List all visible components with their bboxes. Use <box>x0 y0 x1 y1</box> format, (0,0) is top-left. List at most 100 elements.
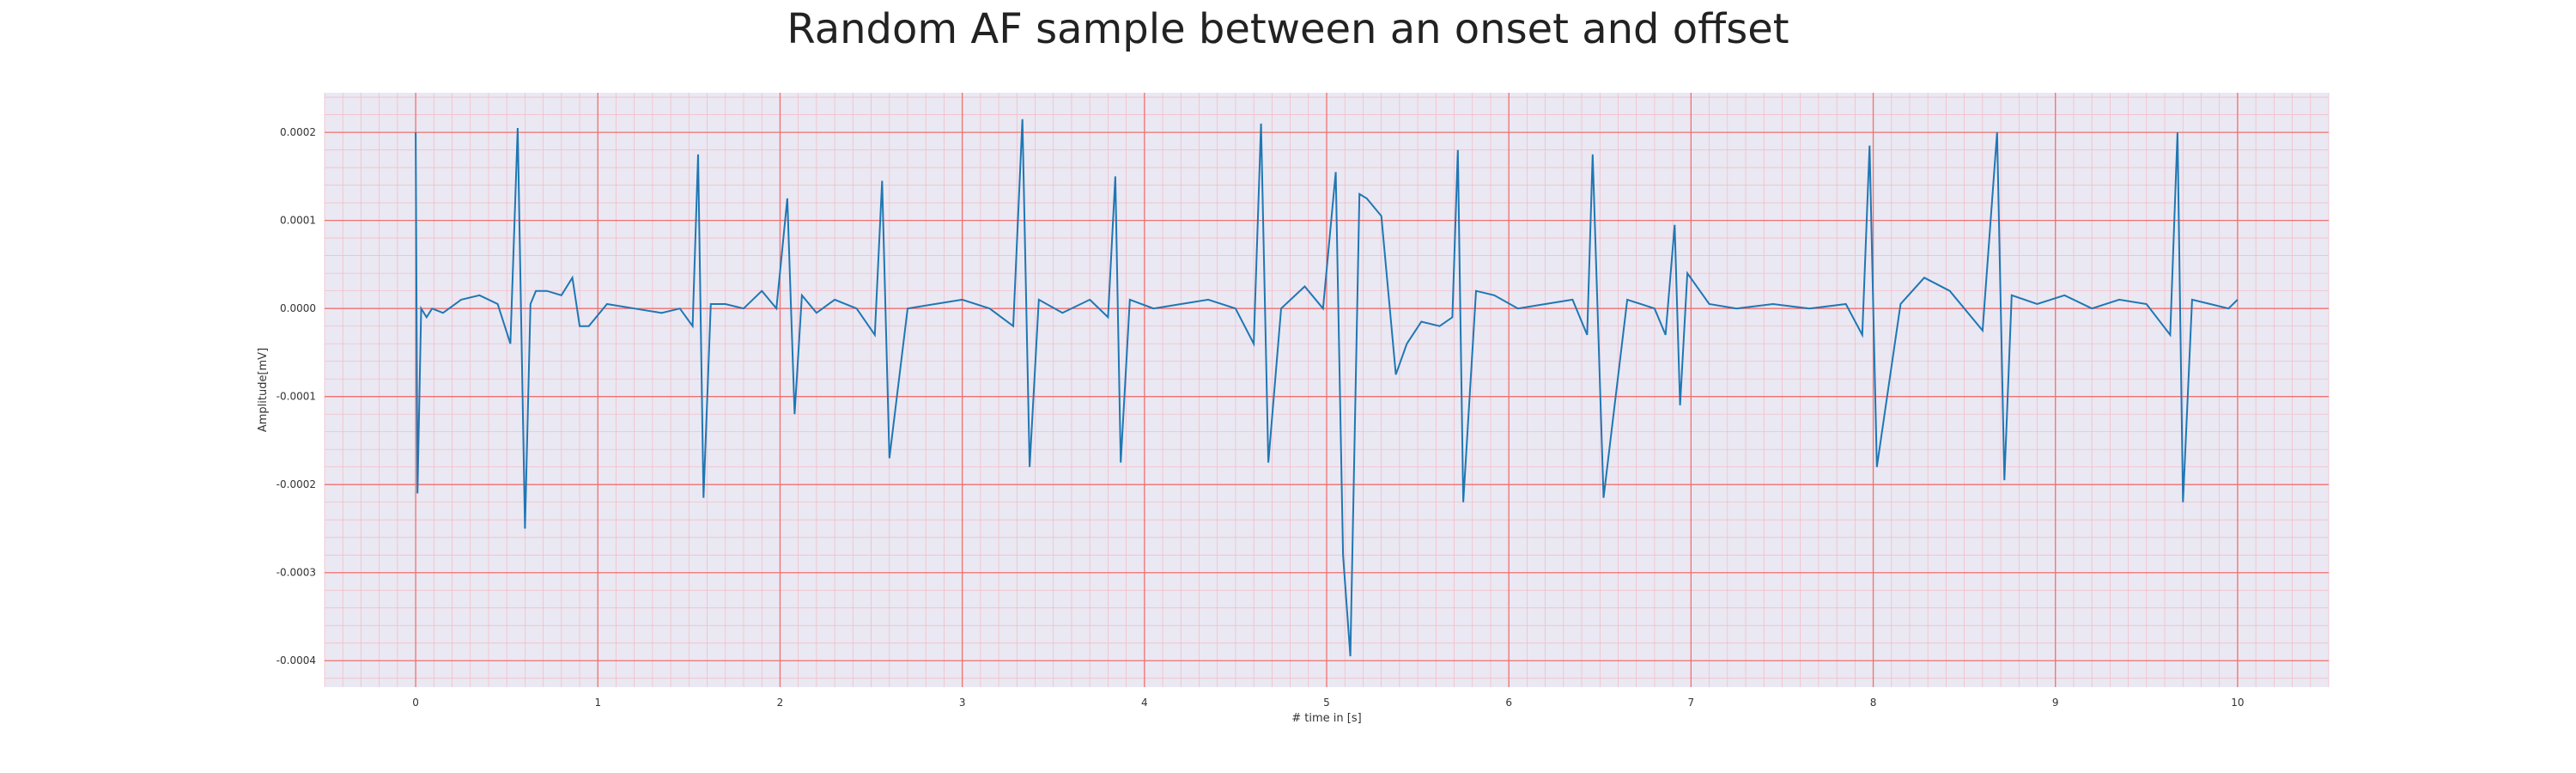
data-point <box>1876 466 1878 468</box>
data-point <box>2118 299 2120 301</box>
data-point <box>1592 154 1594 155</box>
data-point <box>1862 334 1863 336</box>
data-point <box>1686 272 1688 274</box>
data-point <box>572 277 574 278</box>
data-point <box>816 312 817 313</box>
data-point <box>1439 326 1441 327</box>
data-point <box>497 303 499 305</box>
x-tick-label: 1 <box>594 697 601 709</box>
data-point <box>1735 307 1737 309</box>
data-point <box>1322 307 1324 309</box>
data-point <box>1586 334 1588 336</box>
data-point <box>1665 334 1667 336</box>
data-point <box>710 303 712 305</box>
data-point <box>1207 299 1209 301</box>
data-point <box>1674 224 1675 226</box>
series-line <box>415 119 2239 657</box>
data-point <box>478 295 480 296</box>
data-point <box>793 413 795 415</box>
data-point <box>2182 502 2184 503</box>
x-tick-label: 0 <box>412 697 419 709</box>
y-tick-label: 0.0002 <box>280 126 316 138</box>
data-point <box>1457 149 1459 151</box>
data-point <box>442 312 444 313</box>
data-point <box>606 303 608 305</box>
data-point <box>697 154 699 155</box>
data-point <box>2191 299 2193 301</box>
data-point <box>2209 303 2211 305</box>
data-point <box>1808 307 1810 309</box>
y-axis-label: Amplitude[mV] <box>257 348 270 432</box>
data-point <box>588 326 590 327</box>
data-point <box>561 295 562 296</box>
data-point <box>1061 312 1063 313</box>
data-point <box>1350 655 1352 657</box>
data-point <box>1949 290 1951 292</box>
data-point <box>881 180 883 182</box>
data-point <box>634 307 635 309</box>
data-point <box>2177 131 2178 133</box>
data-point <box>1120 462 1121 464</box>
data-point <box>1107 316 1109 318</box>
data-point <box>530 303 532 305</box>
data-point <box>761 290 762 292</box>
data-point <box>579 326 580 327</box>
data-point <box>1395 374 1397 375</box>
x-axis-label: # time in [s] <box>1291 712 1361 725</box>
data-point <box>1899 303 1901 305</box>
data-point <box>1451 316 1453 318</box>
data-point <box>989 307 991 309</box>
data-point <box>1152 307 1154 309</box>
data-point <box>1253 343 1255 344</box>
data-point <box>874 334 876 336</box>
data-point <box>661 312 663 313</box>
x-tick-label: 2 <box>777 697 784 709</box>
data-point <box>2237 299 2239 301</box>
data-point <box>702 497 704 499</box>
data-point <box>1358 193 1360 195</box>
data-point <box>1335 171 1337 173</box>
data-point <box>1868 145 1870 147</box>
chart-title: Random AF sample between an onset and of… <box>787 5 1789 53</box>
data-point <box>1845 303 1847 305</box>
data-point <box>2169 334 2171 336</box>
data-point <box>1923 277 1925 278</box>
data-point <box>834 299 835 301</box>
x-tick-label: 9 <box>2052 697 2059 709</box>
data-point <box>1012 326 1014 327</box>
data-point <box>679 307 681 309</box>
data-point <box>517 127 519 129</box>
data-point <box>1366 198 1368 199</box>
x-tick-label: 4 <box>1141 697 1148 709</box>
x-tick-label: 10 <box>2231 697 2244 709</box>
y-tick-label: -0.0003 <box>276 567 316 579</box>
data-point <box>1342 554 1344 556</box>
data-point <box>1022 119 1024 120</box>
data-point <box>1626 299 1628 301</box>
data-point <box>2011 295 2013 296</box>
data-point <box>415 131 416 133</box>
data-point <box>431 307 433 309</box>
y-axis-ticks: 0.0002 0.0001 0.0000 -0.0001 -0.0002 -0.0003 -… <box>276 126 316 666</box>
data-point <box>907 307 908 309</box>
data-point <box>2146 303 2148 305</box>
data-point <box>1304 286 1306 288</box>
x-tick-label: 7 <box>1688 697 1695 709</box>
data-point <box>421 307 422 309</box>
data-point <box>962 299 963 301</box>
data-point <box>2003 479 2005 481</box>
data-point <box>1654 307 1656 309</box>
data-point <box>1235 307 1236 309</box>
data-point <box>426 316 428 318</box>
data-point <box>692 326 694 327</box>
data-point <box>1280 307 1282 309</box>
data-point <box>535 290 537 292</box>
data-point <box>801 295 803 296</box>
data-point <box>1406 343 1407 344</box>
data-point <box>1996 131 1998 133</box>
x-tick-label: 8 <box>1870 697 1877 709</box>
data-point <box>1420 321 1422 323</box>
data-point <box>546 290 548 292</box>
data-point <box>1517 307 1519 309</box>
